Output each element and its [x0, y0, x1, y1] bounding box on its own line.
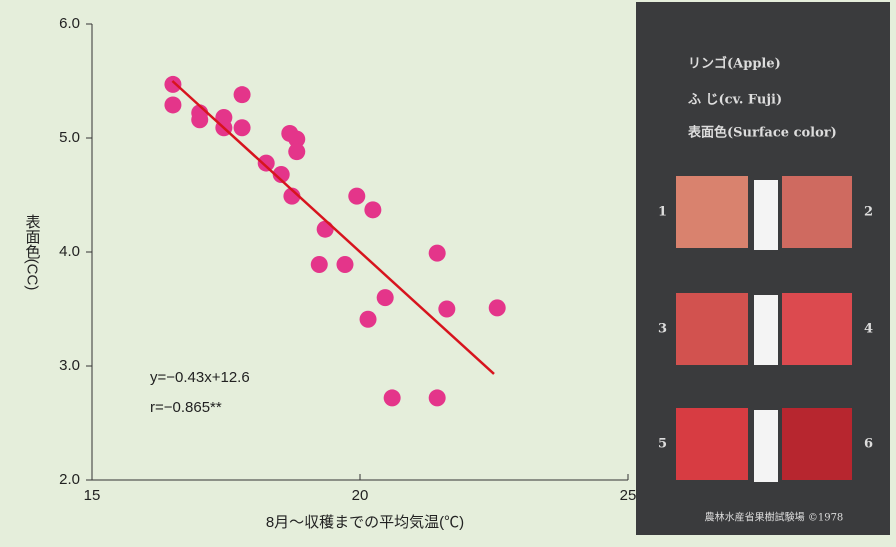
photo-text: 表面色(Surface color) [687, 125, 837, 141]
photo-text: ふ じ(cv. Fuji) [688, 93, 782, 108]
point [234, 86, 251, 103]
photo: リンゴ(Apple) ふ じ(cv. Fuji) 表面色(Surface col… [636, 2, 890, 535]
swatch-number: 6 [864, 437, 873, 452]
photo-text: リンゴ(Apple) [688, 56, 781, 72]
point [191, 111, 208, 128]
y-tick-label: 6.0 [59, 15, 80, 32]
swatch [676, 176, 748, 248]
swatch-number: 5 [658, 437, 667, 452]
swatch [782, 293, 852, 365]
point [336, 256, 353, 273]
point [438, 301, 455, 318]
swatch [782, 176, 852, 248]
swatch-number: 1 [658, 205, 667, 220]
photo-footer: 農林水産省果樹試験場 ©1978 [705, 511, 844, 524]
page: 8月〜収穫までの平均気温(℃) 表面色(CC) y=−0.43x+12.6 r=… [0, 0, 896, 547]
chart: 8月〜収穫までの平均気温(℃) 表面色(CC) y=−0.43x+12.6 r=… [0, 0, 896, 547]
point [360, 311, 377, 328]
point [164, 76, 181, 93]
strip [754, 295, 778, 365]
y-tick-label: 4.0 [59, 243, 80, 260]
swatch-number: 3 [658, 322, 667, 337]
point [377, 289, 394, 306]
swatch [676, 293, 748, 365]
swatch [676, 408, 748, 480]
annotation: r=−0.865** [150, 399, 222, 416]
x-tick-label: 15 [84, 487, 101, 504]
annotation: y=−0.43x+12.6 [150, 369, 250, 386]
swatch-number: 4 [864, 322, 873, 337]
y-axis-label: 表面色(CC) [24, 214, 41, 291]
point [317, 221, 334, 238]
point [364, 201, 381, 218]
strip [754, 180, 778, 250]
point [258, 155, 275, 172]
x-axis-label: 8月〜収穫までの平均気温(℃) [266, 514, 464, 531]
point [489, 299, 506, 316]
swatch-number: 2 [864, 205, 873, 220]
point [288, 143, 305, 160]
x-tick-label: 20 [352, 487, 369, 504]
y-tick-label: 2.0 [59, 471, 80, 488]
point [311, 256, 328, 273]
point [164, 96, 181, 113]
y-tick-label: 3.0 [59, 357, 80, 374]
x-tick-label: 25 [620, 487, 637, 504]
point [429, 389, 446, 406]
point [429, 245, 446, 262]
point [384, 389, 401, 406]
y-tick-label: 5.0 [59, 129, 80, 146]
strip [754, 410, 778, 482]
swatch [782, 408, 852, 480]
point [234, 119, 251, 136]
point [348, 188, 365, 205]
